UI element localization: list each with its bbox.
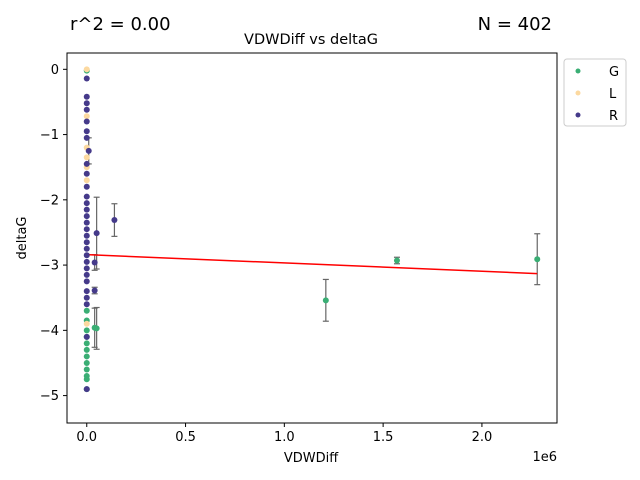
data-point-r xyxy=(83,128,90,135)
data-point-r xyxy=(93,230,100,237)
data-point-r xyxy=(83,294,90,301)
data-point-l xyxy=(83,177,90,184)
data-point-r xyxy=(83,278,90,285)
data-point-g xyxy=(93,325,100,332)
data-point-r xyxy=(83,93,90,100)
data-point-r xyxy=(83,160,90,167)
data-point-r xyxy=(111,217,118,224)
x-axis-label: VDWDiff xyxy=(284,451,339,466)
data-point-r xyxy=(83,183,90,190)
plot-frame xyxy=(66,52,558,424)
y-axis: 0 −1 −2 −3 −4 −5 xyxy=(40,63,67,404)
data-point-r xyxy=(83,200,90,207)
data-point-r xyxy=(83,386,90,393)
data-point-r xyxy=(83,333,90,340)
data-point-r xyxy=(83,301,90,308)
x-offset-label: 1e6 xyxy=(532,450,557,465)
legend-label-r: R xyxy=(609,109,618,124)
legend-label-g: G xyxy=(609,65,619,80)
x-tick-label: 2.0 xyxy=(472,430,493,445)
n-label: N = 402 xyxy=(478,14,552,35)
plot-area xyxy=(83,66,541,393)
data-point-r xyxy=(83,219,90,226)
data-point-g xyxy=(83,307,90,314)
legend-label-l: L xyxy=(609,87,617,102)
data-point-g xyxy=(534,256,541,263)
regression-line xyxy=(86,253,538,275)
y-tick-label: −5 xyxy=(40,389,59,404)
data-point-r xyxy=(83,134,90,141)
data-point-g xyxy=(83,376,90,383)
data-point-l xyxy=(83,66,90,73)
data-point-r xyxy=(83,213,90,220)
data-point-r xyxy=(83,100,90,107)
y-tick-label: −1 xyxy=(40,128,59,143)
data-point-r xyxy=(83,118,90,125)
data-point-r xyxy=(91,287,98,294)
legend: GLR xyxy=(563,58,627,127)
x-tick-label: 1.0 xyxy=(274,430,295,445)
data-point-r xyxy=(83,170,90,177)
data-point-r xyxy=(83,239,90,246)
data-point-r xyxy=(83,252,90,259)
data-point-g xyxy=(83,353,90,360)
data-point-r xyxy=(83,106,90,113)
legend-box xyxy=(563,58,627,127)
x-axis: 0.0 0.5 1.0 1.5 2.0 xyxy=(76,423,492,445)
data-point-r xyxy=(91,259,98,266)
data-point-r xyxy=(83,271,90,278)
data-point-g xyxy=(83,359,90,366)
data-point-g xyxy=(83,340,90,347)
legend-marker-l xyxy=(575,90,581,96)
chart-title: VDWDiff vs deltaG xyxy=(244,32,378,48)
x-tick-label: 0.0 xyxy=(76,430,97,445)
y-tick-label: −3 xyxy=(40,259,59,274)
y-tick-label: −2 xyxy=(40,193,59,208)
legend-marker-r xyxy=(575,112,581,118)
data-point-g xyxy=(83,366,90,373)
x-tick-label: 1.5 xyxy=(373,430,394,445)
data-point-r xyxy=(83,232,90,239)
data-point-r xyxy=(83,75,90,82)
data-point-l xyxy=(83,154,90,161)
data-point-r xyxy=(83,245,90,252)
data-point-r xyxy=(85,147,92,154)
data-point-l xyxy=(83,320,90,327)
data-point-g xyxy=(83,327,90,334)
legend-marker-g xyxy=(575,68,581,74)
data-point-r xyxy=(83,226,90,233)
r2-label: r^2 = 0.00 xyxy=(70,14,171,35)
data-point-g xyxy=(393,257,400,264)
data-point-l xyxy=(83,113,90,120)
y-tick-label: 0 xyxy=(51,63,59,78)
data-point-g xyxy=(83,346,90,353)
y-axis-label: deltaG xyxy=(15,217,30,260)
data-point-r xyxy=(83,193,90,200)
x-tick-label: 0.5 xyxy=(175,430,196,445)
data-point-g xyxy=(322,297,329,304)
data-point-r xyxy=(83,265,90,272)
data-point-r xyxy=(83,206,90,213)
y-tick-label: −4 xyxy=(40,324,59,339)
data-point-r xyxy=(83,288,90,295)
data-point-r xyxy=(83,258,90,265)
